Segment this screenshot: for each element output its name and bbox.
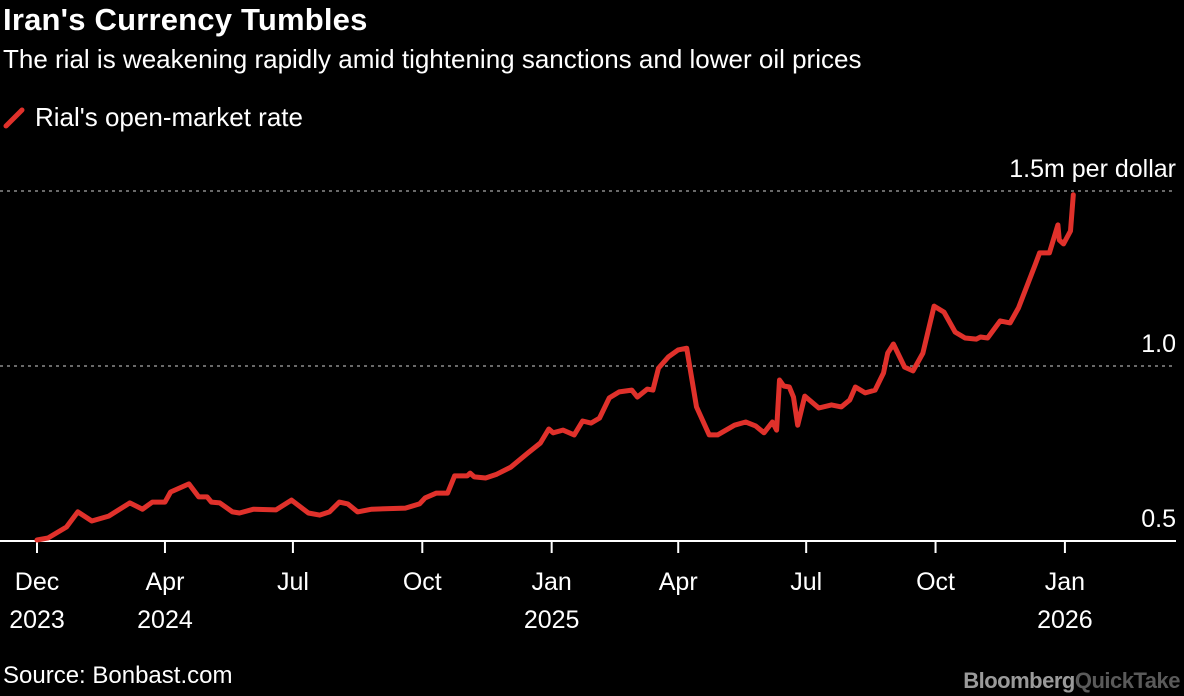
x-tick-label: 2024 bbox=[137, 606, 193, 634]
series-line bbox=[34, 192, 1076, 543]
legend-label: Rial's open-market rate bbox=[35, 102, 303, 132]
x-tick-label: Jan bbox=[532, 568, 572, 596]
x-tick-label: Apr bbox=[659, 568, 698, 596]
x-tick-label: Apr bbox=[146, 568, 185, 596]
x-tick-label: Dec bbox=[15, 568, 59, 596]
x-tick-label: Jul bbox=[277, 568, 309, 596]
y-tick-label: 1.0 bbox=[1141, 330, 1176, 358]
x-tick-label: Jul bbox=[790, 568, 822, 596]
y-tick-label: 1.5m per dollar bbox=[1009, 155, 1176, 183]
legend: Rial's open-market rate bbox=[3, 102, 303, 133]
x-tick-label: Oct bbox=[916, 568, 955, 596]
x-tick-label: 2026 bbox=[1037, 606, 1093, 634]
chart-subtitle: The rial is weakening rapidly amid tight… bbox=[3, 44, 862, 74]
x-tick-label: 2025 bbox=[524, 606, 580, 634]
bloomberg-quicktake-logo: BloombergQuickTake bbox=[963, 668, 1180, 693]
chart-title: Iran's Currency Tumbles bbox=[3, 2, 368, 37]
x-tick-label: Oct bbox=[403, 568, 442, 596]
source-note: Source: Bonbast.com bbox=[3, 662, 233, 689]
x-tick-label: 2023 bbox=[9, 606, 65, 634]
x-tick-label: Jan bbox=[1045, 568, 1085, 596]
y-tick-label: 0.5 bbox=[1141, 505, 1176, 533]
legend-line-icon bbox=[3, 107, 25, 128]
